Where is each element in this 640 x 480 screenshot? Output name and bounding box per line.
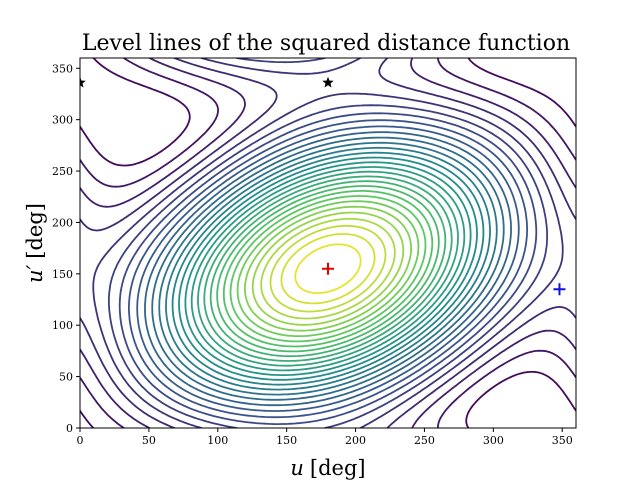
contour-level xyxy=(158,141,498,396)
y-axis-label: u′ [deg] xyxy=(23,203,47,283)
contour-level xyxy=(216,185,440,353)
contour-level xyxy=(80,58,576,428)
y-tick-label: 300 xyxy=(52,114,73,127)
contour-level xyxy=(229,195,427,343)
contour-level xyxy=(80,58,576,428)
y-axis-ticks: 0 50 100 150 200 250 300 350 xyxy=(52,62,80,435)
contour-level xyxy=(294,243,362,294)
x-tick-label: 200 xyxy=(345,434,366,447)
contour-level xyxy=(136,125,520,412)
contour-level xyxy=(197,170,459,367)
x-axis-unit: [deg] xyxy=(310,456,366,480)
y-tick-label: 50 xyxy=(59,371,73,384)
contour-level xyxy=(108,58,548,428)
x-tick-label: 0 xyxy=(77,434,84,447)
y-tick-label: 250 xyxy=(52,165,73,178)
contour-lines xyxy=(80,58,576,428)
contour-level xyxy=(203,175,453,362)
x-tick-label: 350 xyxy=(552,434,573,447)
plot-frame xyxy=(79,57,577,429)
contour-level xyxy=(251,211,405,326)
contour-level xyxy=(165,146,491,391)
y-tick-label: 100 xyxy=(52,319,73,332)
star-marker xyxy=(322,76,334,88)
chart-title: Level lines of the squared distance func… xyxy=(82,31,570,56)
contour-level xyxy=(144,131,512,407)
contour-level xyxy=(244,205,412,332)
plus-marker xyxy=(322,262,334,275)
y-tick-label: 150 xyxy=(52,268,73,281)
contour-level xyxy=(184,161,472,376)
contour-level xyxy=(151,136,505,401)
contour-level xyxy=(190,166,466,372)
contour-level xyxy=(280,233,376,305)
contour-level xyxy=(209,180,447,358)
y-tick-label: 350 xyxy=(52,62,73,75)
x-axis-ticks: 0 50 100 150 200 250 300 350 xyxy=(77,428,573,447)
x-tick-label: 300 xyxy=(483,434,504,447)
star-marker xyxy=(80,76,86,88)
contour-level xyxy=(118,112,538,425)
x-axis-label: u [deg] xyxy=(290,456,365,480)
y-axis-unit: [deg] xyxy=(23,203,47,259)
contour-level xyxy=(178,156,478,381)
contour-level xyxy=(171,151,485,386)
contour-level xyxy=(80,58,576,428)
x-tick-label: 100 xyxy=(207,434,228,447)
contour-level xyxy=(80,58,576,428)
contour-level xyxy=(260,217,396,320)
x-axis-var: u xyxy=(290,456,304,480)
contour-level xyxy=(236,200,420,338)
y-tick-label: 0 xyxy=(66,422,73,435)
plus-marker xyxy=(553,283,566,296)
markers-layer xyxy=(80,76,566,296)
y-axis-var: u′ xyxy=(23,264,47,283)
x-tick-label: 50 xyxy=(142,434,156,447)
contour-level xyxy=(269,224,387,313)
contour-level xyxy=(92,58,564,428)
x-tick-label: 150 xyxy=(276,434,297,447)
y-tick-label: 200 xyxy=(52,216,73,229)
x-tick-label: 250 xyxy=(414,434,435,447)
contour-level xyxy=(128,119,528,419)
contour-level xyxy=(222,190,434,348)
